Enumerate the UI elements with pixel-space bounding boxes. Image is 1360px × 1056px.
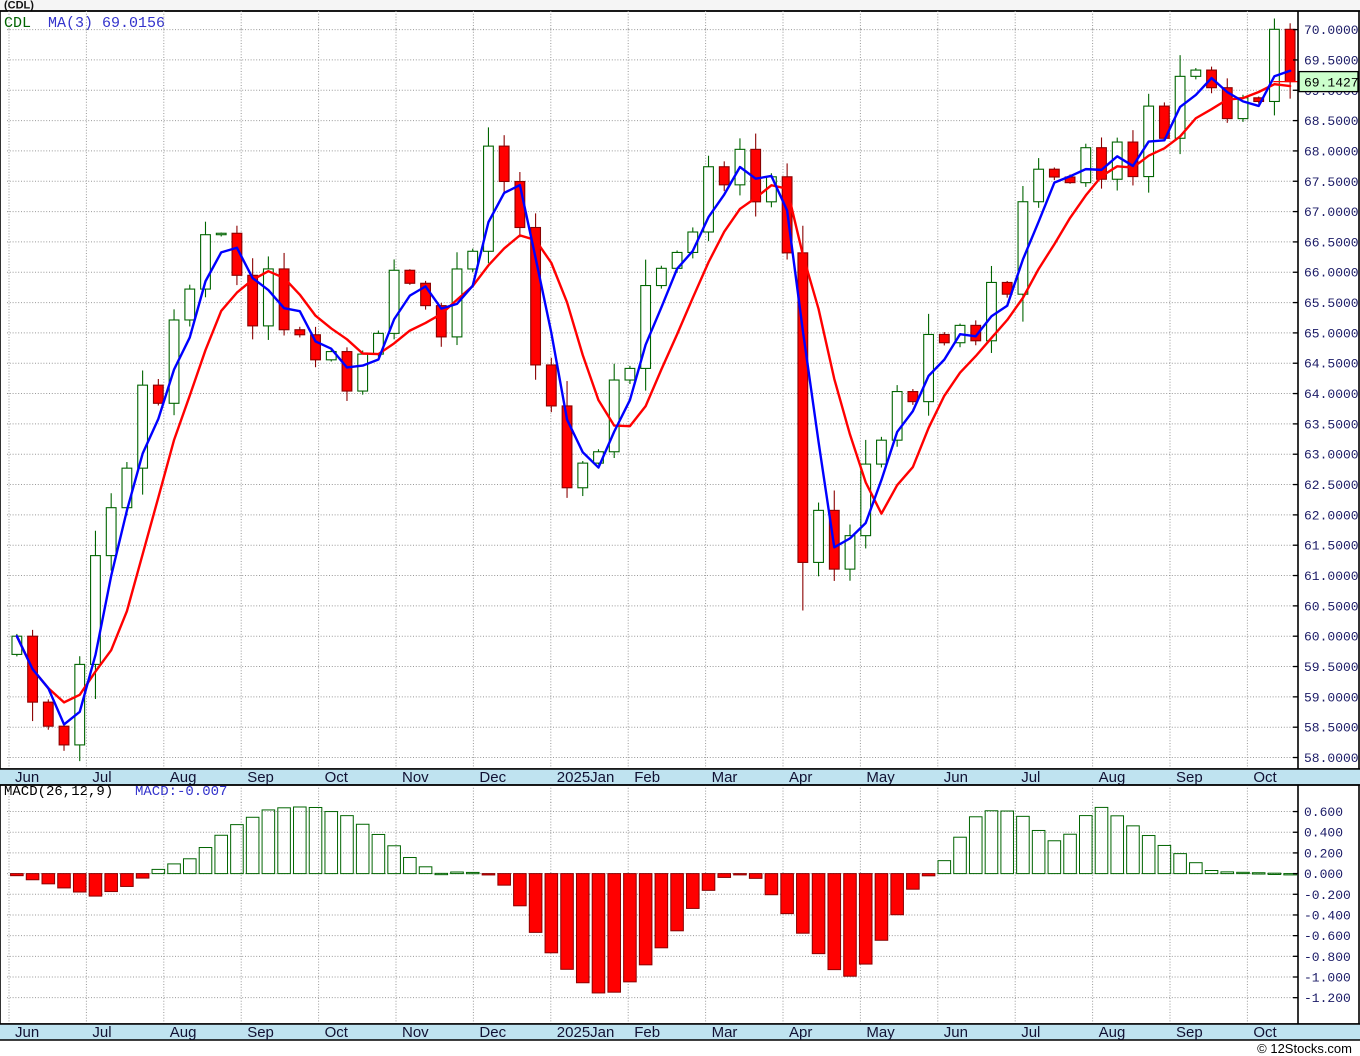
svg-text:61.0000: 61.0000 [1304,569,1359,584]
svg-text:64.5000: 64.5000 [1304,357,1359,372]
svg-text:Nov: Nov [402,769,429,786]
svg-text:Apr: Apr [789,1024,812,1041]
svg-text:Dec: Dec [479,769,506,786]
svg-text:Oct: Oct [325,769,349,786]
svg-text:Sep: Sep [247,1024,274,1041]
svg-text:Jul: Jul [1021,1024,1040,1041]
svg-text:60.0000: 60.0000 [1304,630,1359,645]
svg-text:-0.600: -0.600 [1304,929,1351,944]
svg-text:Jun: Jun [15,1024,39,1041]
svg-text:Mar: Mar [712,1024,738,1041]
svg-text:Oct: Oct [1253,1024,1277,1041]
svg-text:70.0000: 70.0000 [1304,23,1359,38]
svg-text:Sep: Sep [1176,769,1203,786]
svg-text:MACD:-0.007: MACD:-0.007 [135,784,227,800]
svg-text:Mar: Mar [712,769,738,786]
svg-text:Jul: Jul [1021,769,1040,786]
svg-text:0.200: 0.200 [1304,846,1343,861]
svg-text:Jun: Jun [944,1024,968,1041]
svg-text:Dec: Dec [479,1024,506,1041]
svg-text:Sep: Sep [1176,1024,1203,1041]
svg-text:-0.800: -0.800 [1304,950,1351,965]
svg-text:Feb: Feb [634,769,660,786]
svg-text:Oct: Oct [1253,769,1277,786]
svg-text:68.0000: 68.0000 [1304,144,1359,159]
svg-text:63.0000: 63.0000 [1304,448,1359,463]
svg-text:59.5000: 59.5000 [1304,660,1359,675]
svg-text:Nov: Nov [402,1024,429,1041]
svg-text:May: May [866,1024,895,1041]
svg-text:62.5000: 62.5000 [1304,478,1359,493]
svg-text:65.5000: 65.5000 [1304,296,1359,311]
svg-text:58.5000: 58.5000 [1304,721,1359,736]
svg-text:2025Jan: 2025Jan [557,1024,615,1041]
svg-text:Aug: Aug [170,1024,197,1041]
svg-text:May: May [866,769,895,786]
svg-text:Oct: Oct [325,1024,349,1041]
svg-text:66.5000: 66.5000 [1304,235,1359,250]
svg-text:Jul: Jul [92,1024,111,1041]
svg-text:63.5000: 63.5000 [1304,417,1359,432]
svg-text:Aug: Aug [1099,769,1126,786]
svg-text:CDL: CDL [4,15,31,32]
svg-text:67.0000: 67.0000 [1304,205,1359,220]
svg-text:-1.000: -1.000 [1304,971,1351,986]
svg-text:66.0000: 66.0000 [1304,266,1359,281]
svg-text:Aug: Aug [1099,1024,1126,1041]
svg-text:-0.400: -0.400 [1304,908,1351,923]
svg-text:65.0000: 65.0000 [1304,326,1359,341]
svg-text:Jun: Jun [944,769,968,786]
svg-text:58.0000: 58.0000 [1304,751,1359,766]
svg-text:(CDL): (CDL) [4,0,34,12]
svg-text:-0.200: -0.200 [1304,888,1351,903]
svg-text:0.600: 0.600 [1304,805,1343,820]
svg-text:67.5000: 67.5000 [1304,175,1359,190]
svg-text:© 12Stocks.com: © 12Stocks.com [1257,1041,1352,1056]
svg-text:MACD(26,12,9): MACD(26,12,9) [4,784,113,800]
svg-text:69.1427: 69.1427 [1304,76,1359,91]
svg-text:Feb: Feb [634,1024,660,1041]
svg-text:69.5000: 69.5000 [1304,53,1359,68]
svg-text:MA(3) 69.0156: MA(3) 69.0156 [48,15,165,32]
svg-text:-1.200: -1.200 [1304,991,1351,1006]
svg-text:60.5000: 60.5000 [1304,599,1359,614]
svg-text:61.5000: 61.5000 [1304,539,1359,554]
svg-text:Sep: Sep [247,769,274,786]
svg-text:64.0000: 64.0000 [1304,387,1359,402]
svg-text:0.400: 0.400 [1304,826,1343,841]
svg-text:Apr: Apr [789,769,812,786]
svg-text:68.5000: 68.5000 [1304,114,1359,129]
svg-text:2025Jan: 2025Jan [557,769,615,786]
svg-text:0.000: 0.000 [1304,867,1343,882]
svg-text:62.0000: 62.0000 [1304,508,1359,523]
svg-text:59.0000: 59.0000 [1304,690,1359,705]
